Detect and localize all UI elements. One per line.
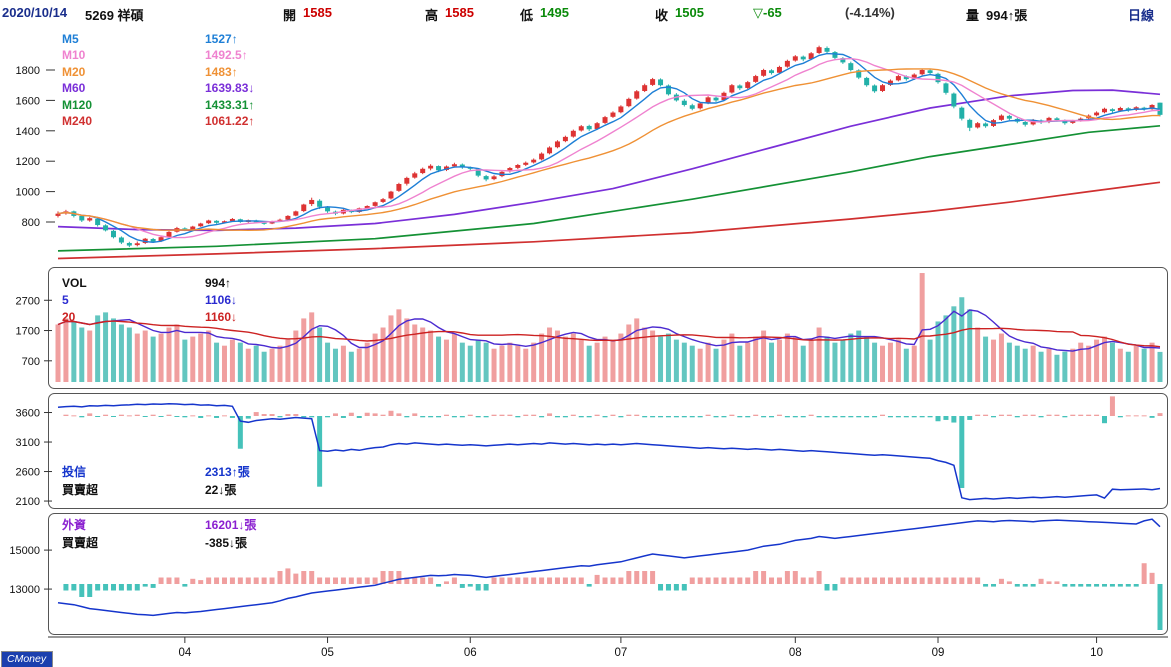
close-price: 1505 [675, 5, 704, 20]
foreign-legend-row: 買賣超 -385↓張 [62, 535, 256, 553]
ma-legend-row: M120 1433.31↑ [62, 97, 254, 113]
ma-legend-row: M5 1527↑ [62, 31, 254, 47]
ma-legend-row: M240 1061.22↑ [62, 113, 254, 129]
svg-text:1700: 1700 [16, 326, 40, 338]
ma-legend-row: M60 1639.83↓ [62, 80, 254, 96]
investment-trust-legend: 投信 2313↑張 買賣超 22↓張 [62, 464, 250, 499]
svg-text:1800: 1800 [16, 65, 40, 77]
svg-text:2100: 2100 [16, 496, 40, 508]
ma120-value: 1433.31↑ [205, 97, 255, 112]
trust-netbuy-label: 買賣超 [62, 482, 99, 497]
ma-legend: M5 1527↑ M10 1492.5↑ M20 1483↑ M60 1639.83↓ … [62, 31, 254, 129]
price-change-percent: (-4.14%) [845, 5, 895, 20]
ma-legend-row: M10 1492.5↑ [62, 47, 254, 63]
vol-value: 994↑ [205, 276, 232, 290]
vol-ma5-value: 1106↓ [205, 293, 238, 307]
ma10-value: 1492.5↑ [205, 48, 248, 63]
svg-text:09: 09 [932, 647, 945, 659]
ma5-label: M5 [62, 32, 79, 46]
svg-text:04: 04 [178, 647, 191, 659]
svg-text:1000: 1000 [16, 187, 40, 199]
vol-ma20-label: 20 [62, 310, 76, 324]
vol-label: VOL [62, 276, 87, 290]
svg-text:2700: 2700 [16, 295, 40, 307]
close-label: 收 [655, 8, 669, 23]
foreign-legend-row: 外資 16201↓張 [62, 517, 256, 535]
period-selector[interactable]: 日線 [1128, 8, 1155, 23]
volume-legend-row: VOL 994↑ [62, 275, 237, 292]
ma120-label: M120 [62, 97, 93, 112]
svg-text:1400: 1400 [16, 126, 40, 138]
high-label: 高 [425, 8, 439, 23]
main-price-chart[interactable]: 800 1000 1200 1400 1600 1800 [0, 26, 1171, 266]
svg-text:1600: 1600 [16, 95, 40, 107]
time-axis: 04 05 06 07 08 09 10 [48, 636, 1168, 659]
ma10-label: M10 [62, 48, 86, 63]
volume-label: 量 [966, 8, 980, 23]
svg-text:3100: 3100 [16, 437, 40, 449]
trust-netbuy-value: 22↓張 [205, 482, 237, 497]
trust-holdings-value: 2313↑張 [205, 465, 250, 479]
ma60-value: 1639.83↓ [205, 81, 255, 96]
svg-text:13000: 13000 [9, 584, 40, 596]
low-label: 低 [520, 8, 534, 23]
ma240-value: 1061.22↑ [205, 114, 255, 129]
vol-ma20-value: 1160↓ [205, 310, 238, 324]
svg-text:10: 10 [1090, 647, 1103, 659]
foreign-investors-chart[interactable]: 13000 15000 [0, 512, 1171, 636]
volume-value: 994↑張 [986, 8, 1028, 23]
quote-date: 2020/10/14 [2, 5, 68, 20]
svg-text:05: 05 [321, 647, 334, 659]
volume-chart[interactable]: 700 1700 2700 [0, 266, 1171, 390]
svg-text:800: 800 [22, 217, 40, 229]
open-label: 開 [283, 8, 297, 23]
high-price: 1585 [445, 5, 474, 20]
volume-legend-row: 5 1106↓ [62, 292, 237, 309]
investment-trust-chart[interactable]: 2100 2600 3100 3600 [0, 392, 1171, 510]
trust-legend-row: 投信 2313↑張 [62, 464, 250, 482]
stock-symbol: 5269 祥碩 [85, 8, 144, 23]
svg-text:08: 08 [789, 647, 802, 659]
svg-text:07: 07 [614, 647, 627, 659]
foreign-netbuy-label: 買賣超 [62, 535, 99, 550]
svg-text:700: 700 [22, 356, 40, 368]
foreign-investors-legend: 外資 16201↓張 買賣超 -385↓張 [62, 517, 256, 552]
vol-ma5-label: 5 [62, 293, 69, 307]
foreign-netbuy-value: -385↓張 [205, 535, 248, 550]
svg-text:06: 06 [464, 647, 477, 659]
ma240-label: M240 [62, 114, 93, 129]
cmoney-logo: CMoney [1, 651, 54, 667]
ma20-value: 1483↑ [205, 64, 238, 79]
trust-legend-row: 買賣超 22↓張 [62, 482, 250, 500]
foreign-holdings-value: 16201↓張 [205, 518, 257, 532]
ma-legend-row: M20 1483↑ [62, 64, 254, 80]
svg-text:3600: 3600 [16, 408, 40, 420]
volume-legend-row: 20 1160↓ [62, 309, 237, 326]
price-change: ▽-65 [753, 5, 782, 20]
svg-text:1200: 1200 [16, 156, 40, 168]
ma5-value: 1527↑ [205, 32, 238, 46]
trust-label: 投信 [62, 465, 87, 479]
low-price: 1495 [540, 5, 569, 20]
ma60-label: M60 [62, 81, 86, 96]
ma20-label: M20 [62, 64, 86, 79]
foreign-label: 外資 [62, 518, 87, 532]
svg-text:15000: 15000 [9, 545, 40, 557]
volume-legend: VOL 994↑ 5 1106↓ 20 1160↓ [62, 275, 237, 326]
svg-text:2600: 2600 [16, 467, 40, 479]
open-price: 1585 [303, 5, 332, 20]
